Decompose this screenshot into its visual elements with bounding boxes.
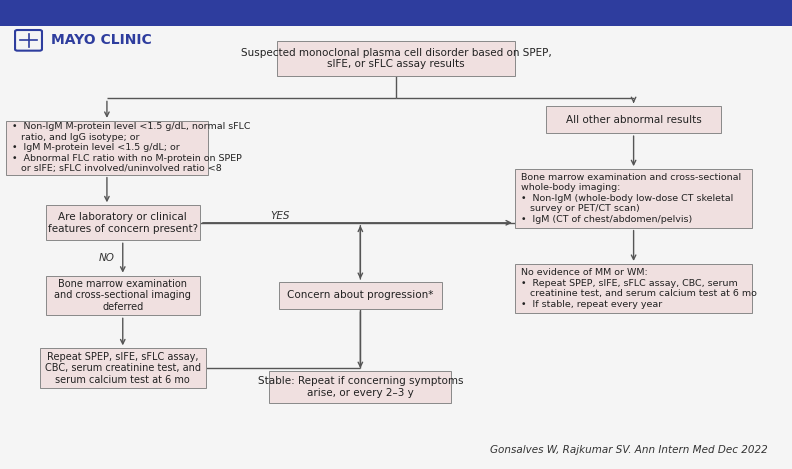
- FancyBboxPatch shape: [46, 205, 200, 240]
- FancyBboxPatch shape: [277, 41, 515, 76]
- FancyBboxPatch shape: [46, 276, 200, 316]
- Bar: [0, 0, 792, 26]
- FancyBboxPatch shape: [515, 169, 752, 228]
- Text: NO: NO: [99, 253, 115, 263]
- Text: •  Non-IgM M-protein level <1.5 g/dL, normal sFLC
   ratio, and IgG isotype; or
: • Non-IgM M-protein level <1.5 g/dL, nor…: [13, 122, 251, 173]
- Text: Bone marrow examination and cross-sectional
whole-body imaging:
•  Non-IgM (whol: Bone marrow examination and cross-sectio…: [521, 173, 741, 224]
- FancyBboxPatch shape: [40, 348, 206, 388]
- Text: Stable: Repeat if concerning symptoms
arise, or every 2–3 y: Stable: Repeat if concerning symptoms ar…: [257, 376, 463, 398]
- FancyBboxPatch shape: [515, 264, 752, 313]
- Text: All other abnormal results: All other abnormal results: [565, 114, 702, 125]
- Text: No evidence of MM or WM:
•  Repeat SPEP, sIFE, sFLC assay, CBC, serum
   creatin: No evidence of MM or WM: • Repeat SPEP, …: [521, 268, 757, 309]
- Text: YES: YES: [270, 211, 290, 221]
- FancyBboxPatch shape: [280, 282, 442, 309]
- Text: MAYO CLINIC: MAYO CLINIC: [51, 33, 152, 47]
- Text: Concern about progression*: Concern about progression*: [287, 290, 433, 301]
- Text: Are laboratory or clinical
features of concern present?: Are laboratory or clinical features of c…: [48, 212, 198, 234]
- Text: Gonsalves W, Rajkumar SV. Ann Intern Med Dec 2022: Gonsalves W, Rajkumar SV. Ann Intern Med…: [490, 445, 768, 455]
- FancyBboxPatch shape: [6, 121, 208, 174]
- FancyBboxPatch shape: [546, 106, 721, 133]
- Text: Suspected monoclonal plasma cell disorder based on SPEP,
sIFE, or sFLC assay res: Suspected monoclonal plasma cell disorde…: [241, 48, 551, 69]
- Text: Bone marrow examination
and cross-sectional imaging
deferred: Bone marrow examination and cross-sectio…: [55, 279, 191, 312]
- FancyBboxPatch shape: [269, 371, 451, 403]
- Text: Repeat SPEP, sIFE, sFLC assay,
CBC, serum creatinine test, and
serum calcium tes: Repeat SPEP, sIFE, sFLC assay, CBC, seru…: [45, 352, 200, 385]
